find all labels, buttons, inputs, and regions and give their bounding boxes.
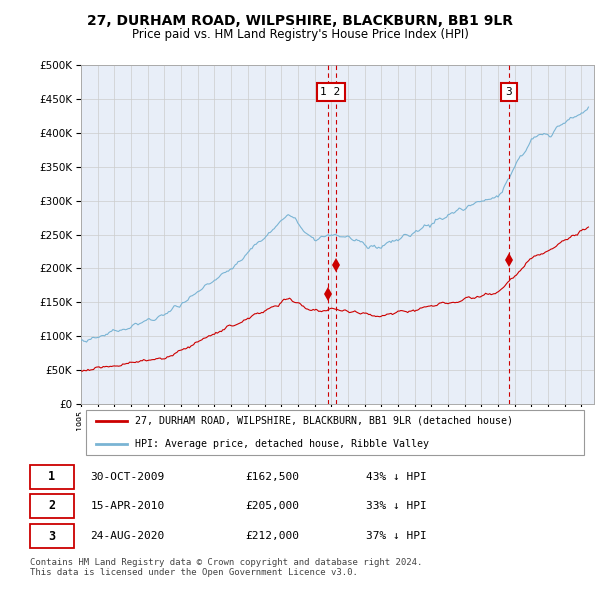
Text: 1: 1 [48, 470, 55, 483]
Text: Contains HM Land Registry data © Crown copyright and database right 2024.
This d: Contains HM Land Registry data © Crown c… [29, 558, 422, 578]
FancyBboxPatch shape [29, 465, 74, 489]
Text: 3: 3 [506, 87, 512, 97]
Text: 43% ↓ HPI: 43% ↓ HPI [366, 471, 427, 481]
Text: 27, DURHAM ROAD, WILPSHIRE, BLACKBURN, BB1 9LR: 27, DURHAM ROAD, WILPSHIRE, BLACKBURN, B… [87, 14, 513, 28]
Text: £162,500: £162,500 [245, 471, 299, 481]
Text: £205,000: £205,000 [245, 501, 299, 511]
FancyBboxPatch shape [29, 524, 74, 548]
Text: 30-OCT-2009: 30-OCT-2009 [90, 471, 164, 481]
Text: 3: 3 [48, 530, 55, 543]
FancyBboxPatch shape [29, 494, 74, 518]
Text: 2: 2 [48, 499, 55, 513]
Text: HPI: Average price, detached house, Ribble Valley: HPI: Average price, detached house, Ribb… [135, 439, 429, 449]
Text: 27, DURHAM ROAD, WILPSHIRE, BLACKBURN, BB1 9LR (detached house): 27, DURHAM ROAD, WILPSHIRE, BLACKBURN, B… [135, 415, 513, 425]
Text: 15-APR-2010: 15-APR-2010 [90, 501, 164, 511]
Text: 33% ↓ HPI: 33% ↓ HPI [366, 501, 427, 511]
Text: 37% ↓ HPI: 37% ↓ HPI [366, 531, 427, 541]
Text: £212,000: £212,000 [245, 531, 299, 541]
Text: 1 2: 1 2 [320, 87, 341, 97]
Text: 24-AUG-2020: 24-AUG-2020 [90, 531, 164, 541]
Text: Price paid vs. HM Land Registry's House Price Index (HPI): Price paid vs. HM Land Registry's House … [131, 28, 469, 41]
FancyBboxPatch shape [86, 409, 584, 455]
